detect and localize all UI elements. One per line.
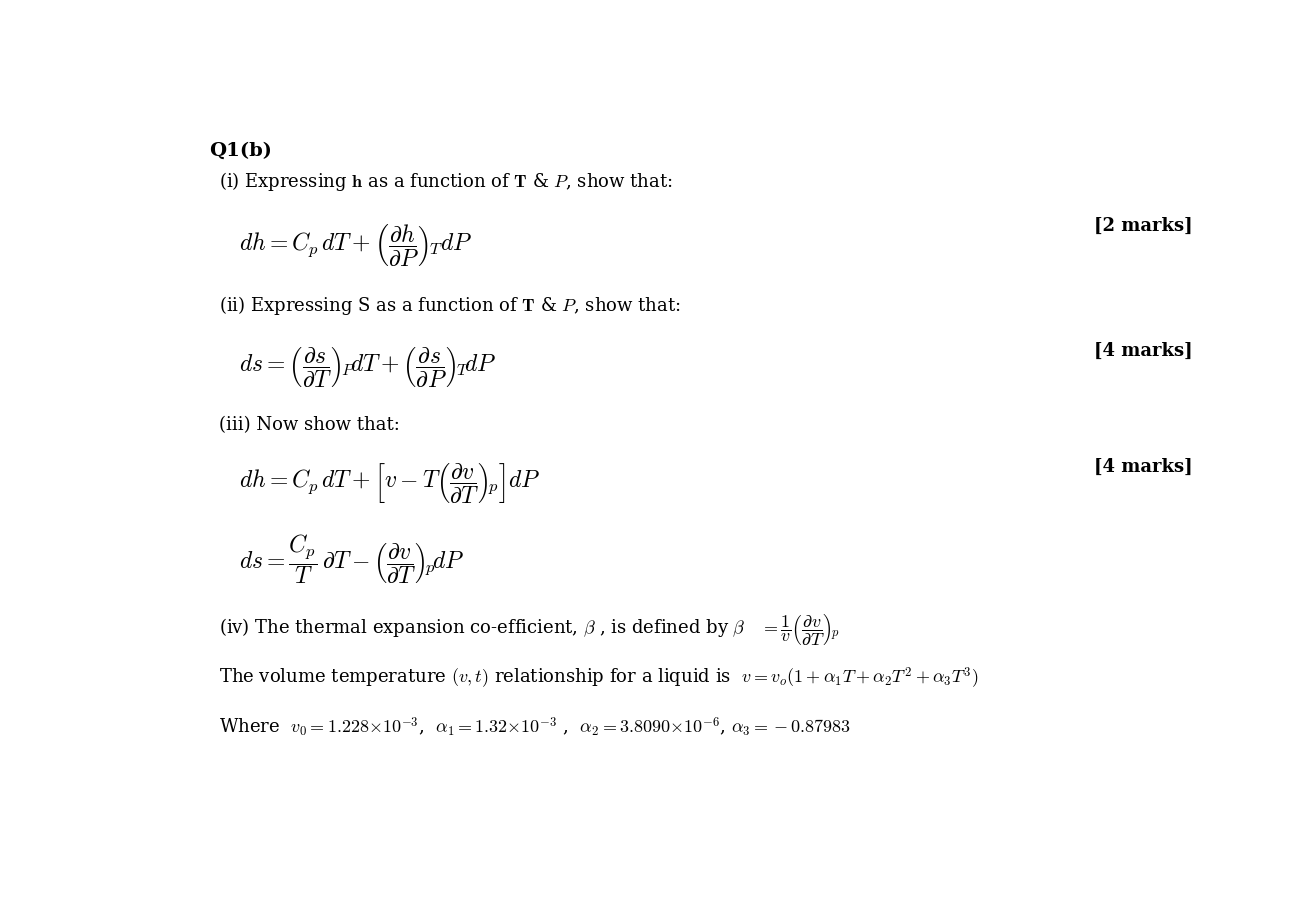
Text: (ii) Expressing S as a function of $\mathbf{T}$ & $\mathit{P}$, show that:: (ii) Expressing S as a function of $\mat…	[219, 294, 680, 317]
Text: [4 marks]: [4 marks]	[1094, 458, 1194, 476]
Text: (iv) The thermal expansion co-efficient, $\beta$ , is defined by $\beta$   $= \d: (iv) The thermal expansion co-efficient,…	[219, 611, 840, 647]
Text: $\mathit{dh} = C_p\,dT + \left(\dfrac{\partial h}{\partial P}\right)_{\!T} dP$: $\mathit{dh} = C_p\,dT + \left(\dfrac{\p…	[239, 222, 473, 269]
Text: Where  $v_0 = 1.228{\times}10^{-3}$,  $\alpha_1 = 1.32{\times}10^{-3}$ ,  $\alph: Where $v_0 = 1.228{\times}10^{-3}$, $\al…	[219, 715, 852, 739]
Text: [4 marks]: [4 marks]	[1094, 342, 1194, 360]
Text: Q1(b): Q1(b)	[209, 142, 272, 159]
Text: (iii) Now show that:: (iii) Now show that:	[219, 416, 400, 434]
Text: (i) Expressing $\mathbf{h}$ as a function of $\mathbf{T}$ & $\mathit{P}$, show t: (i) Expressing $\mathbf{h}$ as a functio…	[219, 169, 673, 193]
Text: $\mathit{ds} = \dfrac{C_p}{T}\,\partial T - \left(\dfrac{\partial v}{\partial T}: $\mathit{ds} = \dfrac{C_p}{T}\,\partial …	[239, 532, 465, 586]
Text: $\mathit{dh} = C_p\,dT + \left[v - T\left(\dfrac{\partial v}{\partial T}\right)_: $\mathit{dh} = C_p\,dT + \left[v - T\lef…	[239, 462, 541, 506]
Text: The volume temperature $(v, t)$ relationship for a liquid is  $v = v_o(1 + \alph: The volume temperature $(v, t)$ relation…	[219, 665, 978, 691]
Text: [2 marks]: [2 marks]	[1094, 217, 1194, 235]
Text: $\mathit{ds} = \left(\dfrac{\partial s}{\partial T}\right)_{\!P}\!dT + \left(\df: $\mathit{ds} = \left(\dfrac{\partial s}{…	[239, 345, 496, 390]
